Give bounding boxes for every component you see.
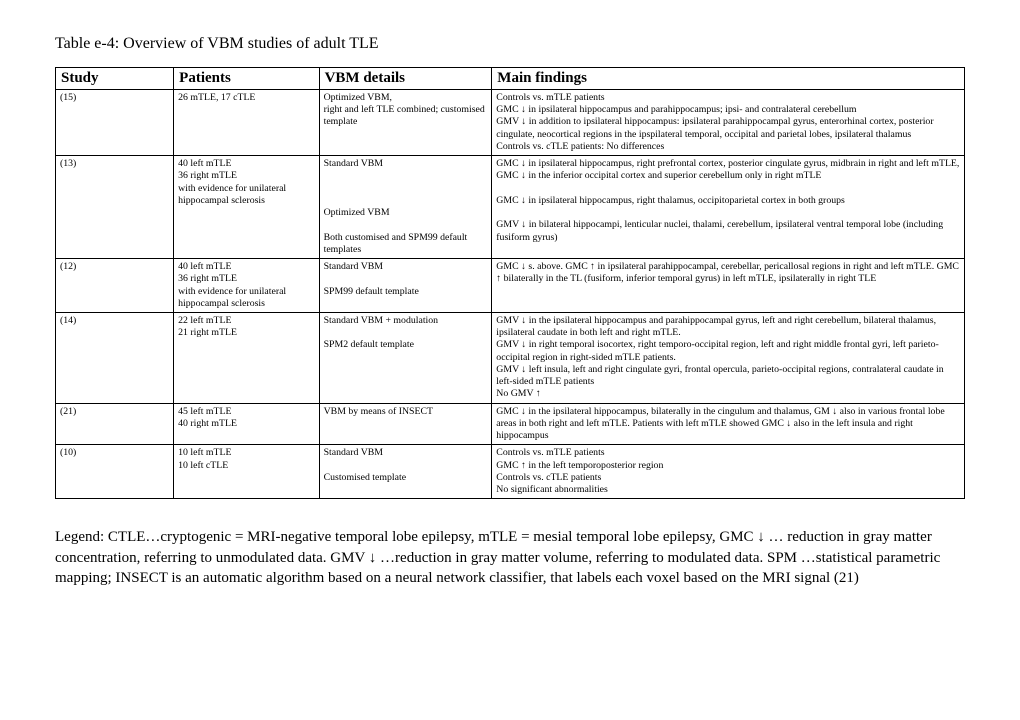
cell-findings: GMV ↓ in the ipsilateral hippocampus and…: [492, 312, 965, 403]
header-row: Study Patients VBM details Main findings: [56, 68, 965, 90]
cell-study: (21): [56, 403, 174, 445]
cell-study: (14): [56, 312, 174, 403]
cell-patients: 40 left mTLE 36 right mTLE with evidence…: [174, 156, 319, 259]
table-row: (10)10 left mTLE 10 left cTLEStandard VB…: [56, 445, 965, 499]
cell-patients: 10 left mTLE 10 left cTLE: [174, 445, 319, 499]
cell-vbm: VBM by means of INSECT: [319, 403, 492, 445]
legend-text: Legend: CTLE…cryptogenic = MRI-negative …: [55, 527, 965, 588]
cell-vbm: Optimized VBM, right and left TLE combin…: [319, 90, 492, 156]
cell-vbm: Standard VBM Customised template: [319, 445, 492, 499]
cell-patients: 26 mTLE, 17 cTLE: [174, 90, 319, 156]
table-row: (13)40 left mTLE 36 right mTLE with evid…: [56, 156, 965, 259]
cell-findings: Controls vs. mTLE patients GMC ↑ in the …: [492, 445, 965, 499]
cell-findings: Controls vs. mTLE patients GMC ↓ in ipsi…: [492, 90, 965, 156]
cell-study: (10): [56, 445, 174, 499]
cell-patients: 40 left mTLE 36 right mTLE with evidence…: [174, 259, 319, 313]
cell-findings: GMC ↓ in ipsilateral hippocampus, right …: [492, 156, 965, 259]
cell-study: (15): [56, 90, 174, 156]
table-row: (15)26 mTLE, 17 cTLEOptimized VBM, right…: [56, 90, 965, 156]
table-row: (21)45 left mTLE 40 right mTLEVBM by mea…: [56, 403, 965, 445]
cell-patients: 22 left mTLE 21 right mTLE: [174, 312, 319, 403]
header-study: Study: [56, 68, 174, 90]
cell-vbm: Standard VBM SPM99 default template: [319, 259, 492, 313]
header-patients: Patients: [174, 68, 319, 90]
studies-table: Study Patients VBM details Main findings…: [55, 67, 965, 499]
table-title: Table e-4: Overview of VBM studies of ad…: [55, 35, 965, 53]
cell-vbm: Standard VBM + modulation SPM2 default t…: [319, 312, 492, 403]
cell-patients: 45 left mTLE 40 right mTLE: [174, 403, 319, 445]
header-vbm: VBM details: [319, 68, 492, 90]
header-findings: Main findings: [492, 68, 965, 90]
cell-study: (12): [56, 259, 174, 313]
cell-study: (13): [56, 156, 174, 259]
cell-findings: GMC ↓ in the ipsilateral hippocampus, bi…: [492, 403, 965, 445]
table-row: (14) 22 left mTLE 21 right mTLEStandard …: [56, 312, 965, 403]
cell-findings: GMC ↓ s. above. GMC ↑ in ipsilateral par…: [492, 259, 965, 313]
table-row: (12)40 left mTLE 36 right mTLE with evid…: [56, 259, 965, 313]
cell-vbm: Standard VBM Optimized VBM Both customis…: [319, 156, 492, 259]
